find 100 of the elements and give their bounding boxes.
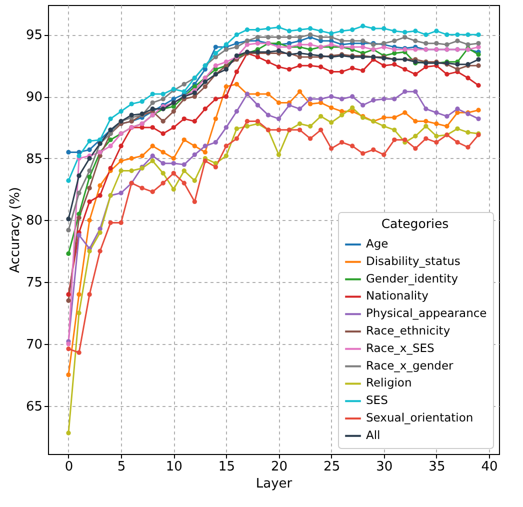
point <box>360 38 366 44</box>
point <box>160 180 166 186</box>
point <box>276 34 282 40</box>
point <box>171 186 176 192</box>
point <box>255 118 260 124</box>
point <box>150 125 155 130</box>
point <box>476 41 481 46</box>
y-tick-label: 70 <box>26 337 42 352</box>
point <box>476 63 481 68</box>
legend-title: Categories <box>381 216 449 231</box>
y-tick-label: 95 <box>26 28 42 44</box>
point <box>66 372 71 378</box>
point <box>466 130 470 135</box>
point <box>339 69 344 74</box>
point <box>234 109 240 114</box>
x-tick-label: 10 <box>166 460 182 474</box>
x-tick-label: 30 <box>376 460 393 474</box>
point <box>455 126 460 132</box>
point <box>297 128 302 132</box>
point <box>444 114 450 119</box>
point <box>328 146 334 151</box>
point <box>476 57 481 62</box>
point <box>76 190 82 196</box>
point <box>318 34 324 40</box>
point <box>192 178 197 183</box>
point <box>476 83 481 88</box>
x-tick-label: 25 <box>324 460 340 474</box>
point <box>424 118 428 124</box>
point <box>276 128 282 132</box>
point <box>266 26 271 31</box>
point <box>108 166 113 171</box>
point <box>371 147 376 152</box>
point <box>255 41 260 46</box>
point <box>213 116 218 122</box>
point <box>402 110 408 115</box>
point <box>150 158 155 164</box>
point <box>266 112 271 118</box>
point <box>297 34 302 40</box>
point <box>444 72 450 77</box>
point <box>224 42 229 47</box>
point <box>413 146 418 151</box>
point <box>87 186 92 190</box>
point <box>98 248 102 254</box>
legend-label: Gender_identity <box>366 271 458 286</box>
point <box>371 26 376 31</box>
point <box>350 94 355 99</box>
point <box>392 137 397 142</box>
y-tick-label: 80 <box>26 214 42 229</box>
point <box>328 31 334 36</box>
x-tick-label: 15 <box>218 460 235 474</box>
point <box>350 66 355 70</box>
point <box>66 150 71 155</box>
point <box>413 89 418 94</box>
point <box>234 136 240 141</box>
point <box>402 89 408 94</box>
point <box>402 34 408 40</box>
point <box>244 27 250 32</box>
point <box>455 106 460 112</box>
point <box>339 28 344 34</box>
point <box>360 102 366 108</box>
y-axis-title: Accuracy (%) <box>8 187 23 273</box>
point <box>98 230 102 235</box>
point <box>413 28 418 34</box>
point <box>382 63 386 68</box>
point <box>224 154 229 158</box>
point <box>160 96 166 102</box>
point <box>129 112 134 118</box>
point <box>118 168 124 174</box>
point <box>255 102 260 108</box>
legend-label: Age <box>366 236 388 250</box>
point <box>286 66 292 72</box>
point <box>266 60 271 64</box>
point <box>424 32 428 38</box>
point <box>224 144 229 148</box>
point <box>182 162 186 167</box>
point <box>424 136 428 141</box>
point <box>171 125 176 130</box>
y-tick-label: 65 <box>26 399 42 414</box>
point <box>192 199 197 204</box>
point <box>108 116 113 122</box>
point <box>160 92 166 96</box>
point <box>266 92 271 96</box>
legend-label: Disability_status <box>366 254 460 268</box>
point <box>224 94 229 99</box>
point <box>382 26 386 31</box>
point <box>371 98 376 103</box>
point <box>308 42 313 47</box>
point <box>213 63 218 68</box>
point <box>182 168 186 174</box>
point <box>382 96 386 102</box>
point <box>150 189 155 194</box>
point <box>392 62 397 67</box>
point <box>434 140 439 145</box>
point <box>255 92 260 96</box>
point <box>87 199 92 204</box>
point <box>87 168 92 174</box>
point <box>202 158 208 164</box>
point <box>192 152 197 158</box>
point <box>150 106 155 112</box>
point <box>129 102 134 106</box>
